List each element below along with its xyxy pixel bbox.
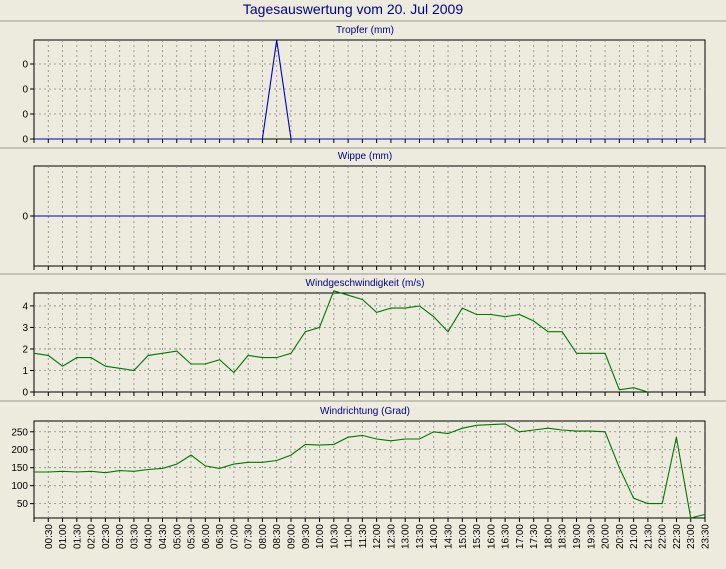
y-tick-label: 0 [22, 85, 28, 96]
x-tick-label: 04:00 [144, 524, 155, 549]
x-tick-label: 21:00 [629, 524, 640, 549]
series-line [34, 423, 706, 519]
x-tick-label: 19:30 [586, 524, 597, 549]
x-tick-label: 03:30 [129, 524, 140, 549]
x-tick-label: 20:30 [615, 524, 626, 549]
y-tick-label: 0 [22, 60, 28, 71]
x-tick-label: 13:00 [401, 524, 412, 549]
y-tick-label: 0 [22, 110, 28, 121]
x-tick-label: 22:30 [672, 524, 683, 549]
plot-frame [33, 292, 706, 393]
x-tick-label: 17:00 [515, 524, 526, 549]
x-tick-label: 12:00 [372, 524, 383, 549]
y-tick-label: 200 [11, 445, 28, 456]
x-tick-label: 22:00 [658, 524, 669, 549]
y-tick-label: 3 [22, 323, 28, 334]
y-tick-label: 250 [11, 427, 28, 438]
x-tick-label: 11:30 [358, 524, 369, 549]
chart-panel-4: Windrichtung (Grad) 50 100 150 200 250 [0, 400, 726, 522]
x-tick-label: 05:30 [187, 524, 198, 549]
x-tick-label: 00:30 [44, 524, 55, 549]
x-tick-label: 15:30 [472, 524, 483, 549]
x-tick-label: 20:00 [601, 524, 612, 549]
x-tick-label: 11:00 [344, 524, 355, 549]
x-tick-label: 23:30 [701, 524, 712, 549]
y-tick-label: 100 [11, 481, 28, 492]
x-tick-label: 08:30 [272, 524, 283, 549]
x-tick-label: 13:30 [415, 524, 426, 549]
panel-title: Windrichtung (Grad) [320, 406, 410, 417]
x-tick-label: 14:30 [444, 524, 455, 549]
y-tick-label: 50 [17, 499, 29, 510]
x-tick-label: 08:00 [258, 524, 269, 549]
y-tick-label: 0 [22, 212, 28, 223]
y-tick-label: 1 [22, 366, 28, 377]
x-tick-label: 12:30 [386, 524, 397, 549]
plot-frame [33, 39, 706, 140]
y-tick-label: 4 [22, 301, 28, 312]
x-tick-label: 18:00 [544, 524, 555, 549]
x-tick-label: 17:30 [529, 524, 540, 549]
x-tick-label: 09:00 [287, 524, 298, 549]
panel-title: Windgeschwindigkeit (m/s) [306, 278, 425, 289]
y-tick-label: 0 [22, 388, 28, 399]
main-title: Tagesauswertung vom 20. Jul 2009 [243, 1, 463, 17]
y-tick-label: 0 [22, 135, 28, 146]
x-tick-label: 21:30 [643, 524, 654, 549]
y-tick-label: 2 [22, 344, 28, 355]
x-tick-label: 14:00 [429, 524, 440, 549]
x-tick-label: 09:30 [301, 524, 312, 549]
x-tick-label: 01:00 [58, 524, 69, 549]
series-line [33, 290, 649, 393]
chart-panel-1: Tropfer (mm) 0 0 0 0 [0, 20, 726, 146]
x-tick-label: 04:30 [158, 524, 169, 549]
x-tick-label: 19:00 [572, 524, 583, 549]
x-tick-label: 18:30 [558, 524, 569, 549]
chart-panel-3: Windgeschwindigkeit (m/s) 0 1 2 3 4 [0, 273, 726, 399]
series-line [34, 39, 705, 140]
x-tick-label: 05:00 [172, 524, 183, 549]
panel-title: Tropfer (mm) [336, 25, 394, 36]
x-tick-label: 16:00 [486, 524, 497, 549]
x-tick-label: 15:00 [458, 524, 469, 549]
y-tick-label: 150 [11, 463, 28, 474]
plot-frame [33, 420, 706, 519]
x-tick-label: 23:00 [686, 524, 697, 549]
panel-title: Wippe (mm) [338, 151, 392, 162]
x-tick-label: 06:30 [215, 524, 226, 549]
x-tick-label: 16:30 [501, 524, 512, 549]
x-tick-label: 10:30 [329, 524, 340, 549]
chart-panel-2: Wippe (mm) 0 [0, 147, 726, 270]
x-tick-label: 02:00 [87, 524, 98, 549]
x-tick-label: 10:00 [315, 524, 326, 549]
x-tick-label: 07:30 [244, 524, 255, 549]
x-tick-label: 03:00 [115, 524, 126, 549]
x-tick-label: 06:00 [201, 524, 212, 549]
x-tick-label: 01:30 [72, 524, 83, 549]
x-tick-label: 02:30 [101, 524, 112, 549]
x-tick-label: 07:00 [229, 524, 240, 549]
